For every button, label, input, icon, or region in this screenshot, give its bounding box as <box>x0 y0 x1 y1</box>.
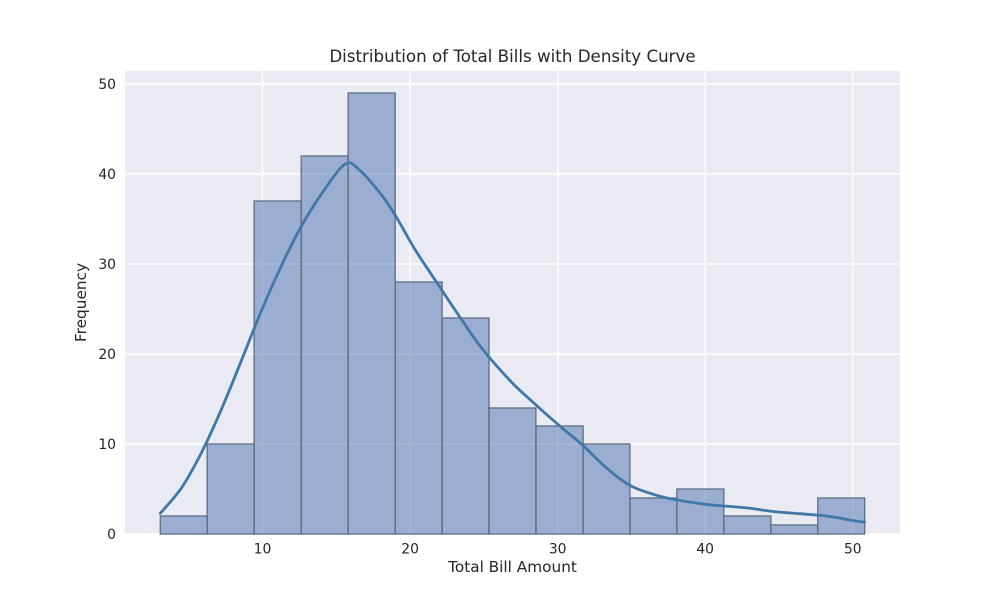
y-tick-label: 50 <box>98 77 116 93</box>
histogram-bar <box>770 524 819 535</box>
y-tick-label: 10 <box>98 437 116 453</box>
y-axis-label: Frequency <box>72 263 90 342</box>
histogram-bar <box>676 488 725 535</box>
x-tick-label: 20 <box>401 542 419 558</box>
x-axis-label: Total Bill Amount <box>447 558 577 576</box>
histogram-bar <box>441 317 490 535</box>
kde-density-curve <box>158 161 867 524</box>
histogram-bar <box>206 443 255 535</box>
histogram-bar <box>488 407 537 535</box>
y-axis-tick-labels: 0 10 20 30 40 50 <box>98 77 116 543</box>
histogram-bar <box>535 425 584 535</box>
x-tick-label: 40 <box>696 542 714 558</box>
histogram-bar <box>347 92 396 535</box>
y-tick-label: 30 <box>98 257 116 273</box>
x-tick-label: 30 <box>549 542 567 558</box>
histogram-bar <box>159 515 208 535</box>
histogram-bar <box>394 281 443 535</box>
x-tick-label: 50 <box>844 542 862 558</box>
histogram-bar <box>582 443 631 535</box>
histogram-bar <box>300 155 349 535</box>
x-tick-label: 10 <box>254 542 272 558</box>
y-tick-label: 40 <box>98 167 116 183</box>
histogram-bar <box>629 497 678 535</box>
histogram-bar <box>723 515 772 535</box>
chart-title: Distribution of Total Bills with Density… <box>329 46 695 66</box>
histogram-bar <box>253 200 302 535</box>
y-tick-label: 20 <box>98 347 116 363</box>
x-axis-tick-labels: 10 20 30 40 50 <box>254 542 862 558</box>
y-tick-label: 0 <box>107 527 116 543</box>
